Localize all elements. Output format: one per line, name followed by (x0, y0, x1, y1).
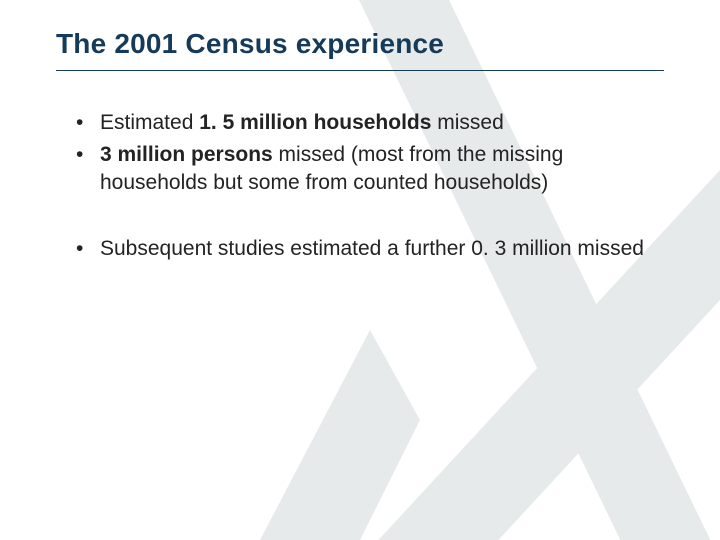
list-item: 3 million persons missed (most from the … (76, 141, 664, 197)
slide-content: The 2001 Census experience Estimated 1. … (0, 0, 720, 263)
spacer (56, 201, 664, 235)
bullet-list-2: Subsequent studies estimated a further 0… (76, 235, 664, 263)
bullet-text-bold: 1. 5 million households (199, 111, 431, 134)
bullet-text-suffix: missed (431, 111, 503, 134)
bullet-text-prefix: Estimated (100, 111, 199, 134)
bullet-text-prefix: Subsequent studies estimated a further 0… (100, 237, 644, 260)
bullet-text-bold: 3 million persons (100, 143, 273, 166)
title-rule (56, 70, 664, 71)
list-item: Estimated 1. 5 million households missed (76, 109, 664, 137)
bullet-list-1: Estimated 1. 5 million households missed… (76, 109, 664, 197)
slide-title: The 2001 Census experience (56, 28, 664, 60)
list-item: Subsequent studies estimated a further 0… (76, 235, 664, 263)
